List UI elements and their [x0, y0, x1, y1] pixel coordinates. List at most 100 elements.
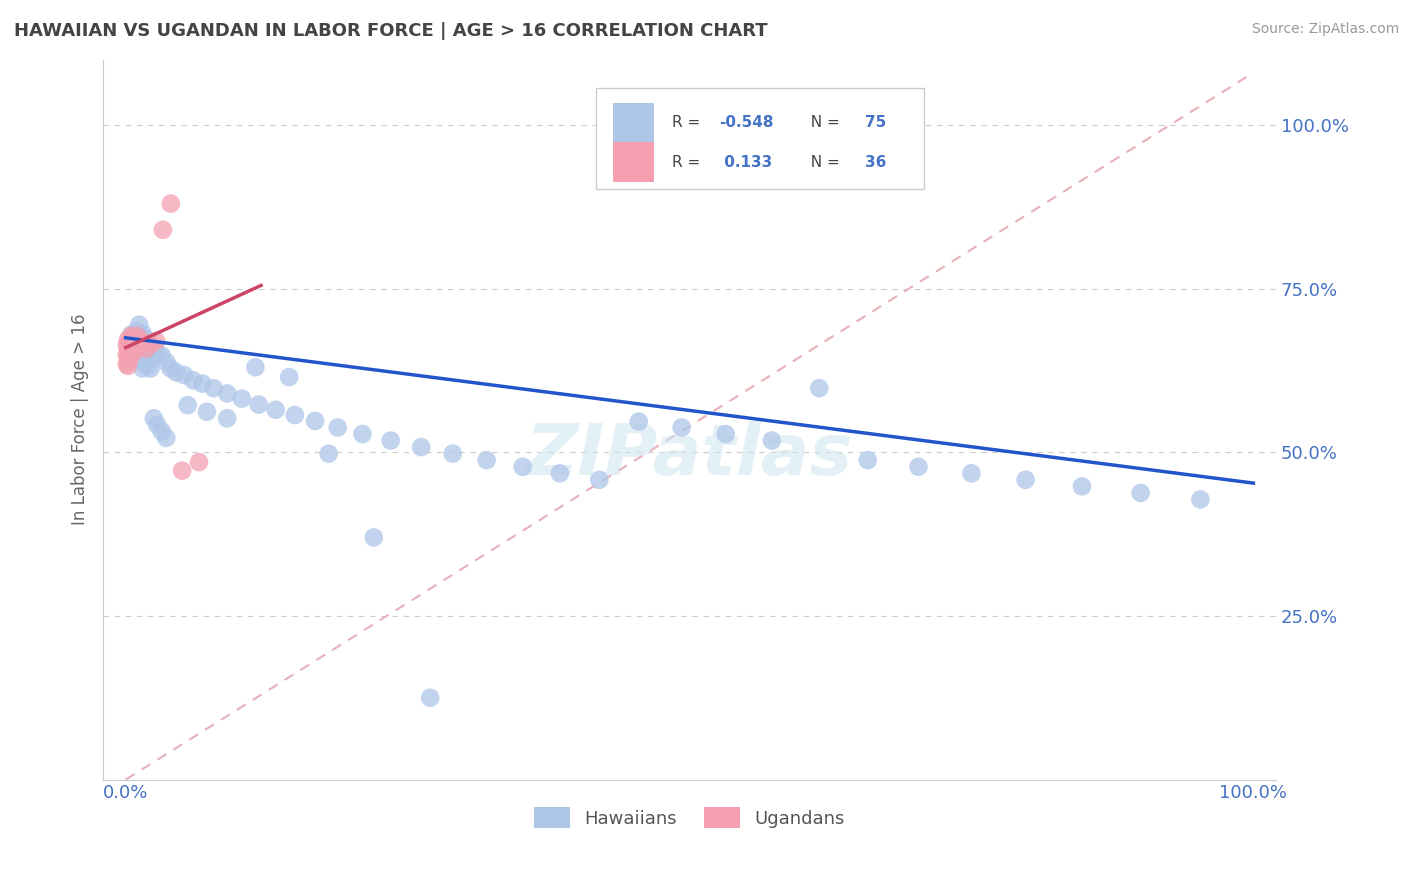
- Point: [960, 467, 983, 481]
- Text: 36: 36: [866, 154, 887, 169]
- Point: [202, 381, 225, 395]
- Point: [761, 434, 783, 448]
- Point: [588, 473, 610, 487]
- Point: [304, 414, 326, 428]
- Point: [150, 425, 173, 439]
- Point: [135, 343, 157, 358]
- Point: [127, 333, 149, 347]
- Point: [808, 381, 831, 395]
- Text: ZIPatlas: ZIPatlas: [526, 421, 853, 490]
- Point: [118, 352, 141, 367]
- Point: [326, 420, 349, 434]
- Point: [411, 440, 433, 454]
- Point: [139, 337, 162, 351]
- Point: [142, 411, 165, 425]
- Point: [120, 351, 142, 365]
- Point: [120, 327, 142, 342]
- Point: [120, 346, 142, 360]
- Point: [170, 464, 193, 478]
- Point: [117, 351, 139, 365]
- Point: [191, 376, 214, 391]
- Point: [139, 361, 162, 376]
- Point: [122, 341, 145, 355]
- Point: [278, 370, 301, 384]
- FancyBboxPatch shape: [596, 88, 924, 189]
- Point: [118, 335, 141, 350]
- Point: [146, 417, 169, 432]
- Point: [195, 405, 218, 419]
- Point: [115, 347, 138, 361]
- Point: [247, 398, 270, 412]
- Point: [159, 196, 181, 211]
- Point: [120, 337, 142, 351]
- Point: [1071, 479, 1094, 493]
- Point: [131, 361, 153, 376]
- Point: [132, 335, 155, 350]
- Point: [155, 431, 177, 445]
- Point: [318, 447, 340, 461]
- Point: [128, 318, 150, 332]
- Point: [627, 415, 650, 429]
- Point: [136, 335, 159, 350]
- Point: [856, 453, 879, 467]
- Point: [132, 335, 155, 350]
- Point: [173, 368, 195, 383]
- Point: [152, 223, 174, 237]
- Text: N =: N =: [801, 154, 845, 169]
- Point: [129, 347, 152, 361]
- Y-axis label: In Labor Force | Age > 16: In Labor Force | Age > 16: [72, 314, 89, 525]
- Text: -0.548: -0.548: [718, 115, 773, 130]
- Point: [120, 342, 142, 356]
- Point: [117, 359, 139, 373]
- Point: [124, 333, 146, 347]
- Point: [139, 342, 162, 356]
- Point: [115, 337, 138, 351]
- Point: [127, 335, 149, 350]
- Point: [131, 326, 153, 341]
- Point: [124, 343, 146, 358]
- Point: [131, 355, 153, 369]
- Point: [115, 357, 138, 371]
- Point: [131, 341, 153, 355]
- Point: [124, 335, 146, 350]
- Point: [146, 346, 169, 360]
- Text: R =: R =: [672, 115, 704, 130]
- Point: [1014, 473, 1036, 487]
- Legend: Hawaiians, Ugandans: Hawaiians, Ugandans: [527, 800, 852, 836]
- Point: [245, 360, 267, 375]
- Point: [150, 348, 173, 362]
- Point: [142, 341, 165, 355]
- Point: [117, 333, 139, 347]
- Point: [120, 341, 142, 355]
- Point: [548, 467, 571, 481]
- Point: [217, 411, 239, 425]
- Point: [125, 343, 148, 358]
- Point: [188, 455, 211, 469]
- Point: [1129, 486, 1152, 500]
- Text: N =: N =: [801, 115, 845, 130]
- Point: [128, 338, 150, 352]
- Point: [155, 355, 177, 369]
- Point: [907, 459, 929, 474]
- Point: [363, 530, 385, 544]
- Point: [121, 334, 143, 348]
- Point: [183, 373, 205, 387]
- Point: [441, 447, 464, 461]
- Point: [120, 333, 142, 347]
- FancyBboxPatch shape: [613, 143, 654, 182]
- Point: [125, 324, 148, 338]
- Text: HAWAIIAN VS UGANDAN IN LABOR FORCE | AGE > 16 CORRELATION CHART: HAWAIIAN VS UGANDAN IN LABOR FORCE | AGE…: [14, 22, 768, 40]
- Point: [135, 342, 157, 356]
- Point: [136, 359, 159, 373]
- Point: [125, 341, 148, 355]
- Text: 75: 75: [866, 115, 887, 130]
- Point: [121, 332, 143, 346]
- Text: Source: ZipAtlas.com: Source: ZipAtlas.com: [1251, 22, 1399, 37]
- Point: [177, 398, 200, 412]
- Point: [118, 343, 141, 358]
- Point: [121, 342, 143, 356]
- Point: [125, 337, 148, 351]
- Point: [284, 408, 307, 422]
- Point: [231, 392, 253, 406]
- Point: [122, 331, 145, 345]
